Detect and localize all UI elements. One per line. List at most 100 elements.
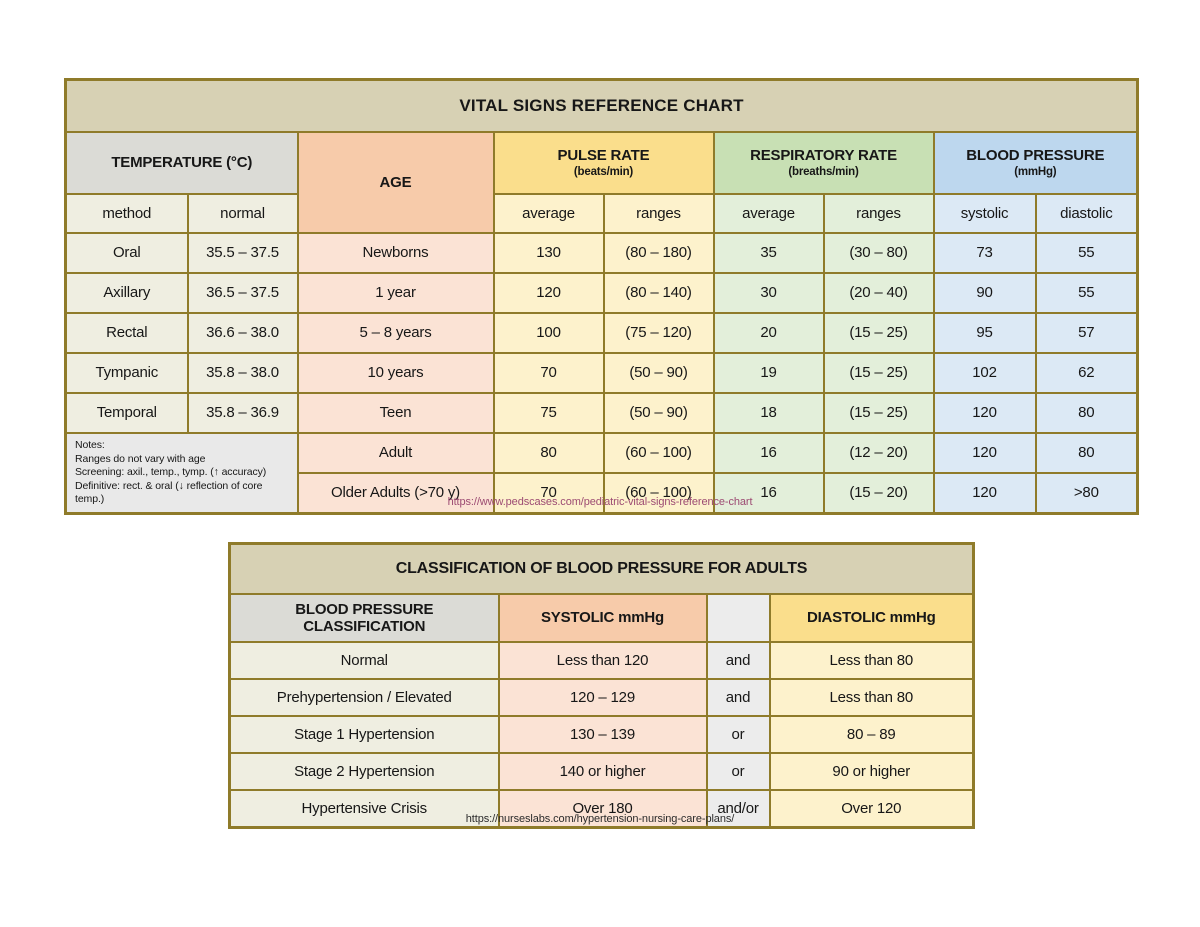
temp-method-cell: Temporal — [64, 392, 189, 434]
pulse-rate-unit: (beats/min) — [573, 165, 634, 178]
diastolic-cell: 57 — [1034, 312, 1139, 354]
pulse-ranges-cell: (50 – 90) — [602, 392, 715, 434]
bp-connector-cell: and — [705, 678, 771, 717]
resp-average-cell: 19 — [712, 352, 825, 394]
notes-line: Screening: axil., temp., tymp. (↑ accura… — [75, 466, 267, 479]
pulse-ranges-cell: (75 – 120) — [602, 312, 715, 354]
temp-normal-cell: 36.6 – 38.0 — [186, 312, 299, 354]
diastolic-cell: 80 — [1034, 392, 1139, 434]
subheader-pulse-ranges: ranges — [602, 193, 715, 234]
bp-classification-cell: Normal — [228, 641, 500, 680]
subheader-normal: normal — [186, 193, 299, 234]
subheader-resp-ranges: ranges — [822, 193, 935, 234]
temp-method-cell: Oral — [64, 232, 189, 274]
pulse-ranges-cell: (80 – 140) — [602, 272, 715, 314]
bp-classification-table: CLASSIFICATION OF BLOOD PRESSURE FOR ADU… — [228, 542, 975, 829]
bp-systolic-cell: Over 180 — [497, 789, 708, 829]
bp-diastolic-cell: Over 120 — [768, 789, 975, 829]
resp-ranges-cell: (15 – 25) — [822, 352, 935, 394]
bp-classification-cell: Hypertensive Crisis — [228, 789, 500, 829]
pulse-average-cell: 70 — [492, 352, 605, 394]
pulse-average-cell: 80 — [492, 432, 605, 474]
bp-diastolic-cell: Less than 80 — [768, 641, 975, 680]
bp-header-diastolic: DIASTOLIC mmHg — [768, 593, 975, 643]
respiratory-rate-unit: (breaths/min) — [788, 165, 859, 178]
bp-diastolic-cell: 80 – 89 — [768, 715, 975, 754]
resp-average-cell: 20 — [712, 312, 825, 354]
age-cell: Teen — [296, 392, 495, 434]
pulse-rate-label: PULSE RATE — [557, 147, 650, 165]
pulse-average-cell: 100 — [492, 312, 605, 354]
temp-normal-cell: 35.5 – 37.5 — [186, 232, 299, 274]
bp-systolic-cell: 140 or higher — [497, 752, 708, 791]
table-row: Older Adults (>70 y) 70 (60 – 100) 16 (1… — [66, 472, 1139, 515]
diastolic-cell: 80 — [1034, 432, 1139, 474]
temp-normal-cell: 36.5 – 37.5 — [186, 272, 299, 314]
diastolic-cell: 55 — [1034, 232, 1139, 274]
pulse-ranges-cell: (60 – 100) — [602, 472, 715, 515]
temperature-group-header: TEMPERATURE (°C) — [64, 131, 299, 195]
table-row: Notes: Ranges do not vary with age Scree… — [64, 432, 1139, 515]
resp-ranges-cell: (20 – 40) — [822, 272, 935, 314]
resp-average-cell: 16 — [712, 432, 825, 474]
table-row: Tympanic 35.8 – 38.0 10 years 70 (50 – 9… — [64, 352, 1139, 394]
age-group-header: AGE — [296, 131, 495, 234]
bp-connector-cell: or — [705, 752, 771, 791]
age-cell: Older Adults (>70 y) — [296, 472, 495, 515]
subheader-method: method — [64, 193, 189, 234]
table-row: Normal Less than 120 and Less than 80 — [228, 641, 975, 680]
bp-diastolic-cell: 90 or higher — [768, 752, 975, 791]
diastolic-cell: 55 — [1034, 272, 1139, 314]
systolic-cell: 120 — [932, 472, 1037, 515]
systolic-cell: 120 — [932, 392, 1037, 434]
table-row: Hypertensive Crisis Over 180 and/or Over… — [228, 789, 975, 829]
respiratory-rate-group-header: RESPIRATORY RATE (breaths/min) — [712, 131, 935, 195]
blood-pressure-unit: (mmHg) — [1014, 165, 1057, 178]
temp-normal-cell: 35.8 – 36.9 — [186, 392, 299, 434]
resp-ranges-cell: (15 – 25) — [822, 312, 935, 354]
notes-line: Definitive: rect. & oral (↓ reflection o… — [75, 479, 263, 506]
table-row: Stage 2 Hypertension 140 or higher or 90… — [228, 752, 975, 791]
vital-signs-table: VITAL SIGNS REFERENCE CHART TEMPERATURE … — [64, 78, 1140, 515]
age-cell: Adult — [296, 432, 495, 474]
table-row: Prehypertension / Elevated 120 – 129 and… — [228, 678, 975, 717]
bp-header-systolic: SYSTOLIC mmHg — [497, 593, 708, 643]
age-cell: 5 – 8 years — [296, 312, 495, 354]
table-row: Axillary 36.5 – 37.5 1 year 120 (80 – 14… — [64, 272, 1139, 314]
bp-connector-cell: and — [705, 641, 771, 680]
resp-average-cell: 30 — [712, 272, 825, 314]
pulse-average-cell: 130 — [492, 232, 605, 274]
bp-systolic-cell: 130 – 139 — [497, 715, 708, 754]
bp-connector-cell: and/or — [705, 789, 771, 829]
pulse-average-cell: 75 — [492, 392, 605, 434]
systolic-cell: 102 — [932, 352, 1037, 394]
resp-average-cell: 18 — [712, 392, 825, 434]
vital-table-title: VITAL SIGNS REFERENCE CHART — [64, 78, 1139, 133]
subheader-resp-average: average — [712, 193, 825, 234]
diastolic-cell: >80 — [1034, 472, 1139, 515]
subheader-diastolic: diastolic — [1034, 193, 1139, 234]
pulse-ranges-cell: (80 – 180) — [602, 232, 715, 274]
bp-classification-cell: Stage 2 Hypertension — [228, 752, 500, 791]
bp-systolic-cell: 120 – 129 — [497, 678, 708, 717]
bp-table-source-url: https://nurseslabs.com/hypertension-nurs… — [465, 813, 735, 825]
resp-ranges-cell: (15 – 25) — [822, 392, 935, 434]
systolic-cell: 95 — [932, 312, 1037, 354]
resp-average-cell: 35 — [712, 232, 825, 274]
systolic-cell: 120 — [932, 432, 1037, 474]
systolic-cell: 73 — [932, 232, 1037, 274]
temp-method-cell: Tympanic — [64, 352, 189, 394]
notes-cell: Notes: Ranges do not vary with age Scree… — [64, 432, 299, 515]
respiratory-rate-label: RESPIRATORY RATE — [750, 147, 897, 165]
table-row: Oral 35.5 – 37.5 Newborns 130 (80 – 180)… — [64, 232, 1139, 274]
temp-method-cell: Rectal — [64, 312, 189, 354]
bp-diastolic-cell: Less than 80 — [768, 678, 975, 717]
age-cell: 1 year — [296, 272, 495, 314]
temp-method-cell: Axillary — [64, 272, 189, 314]
age-cell: Newborns — [296, 232, 495, 274]
bp-header-connector — [705, 593, 771, 643]
resp-ranges-cell: (30 – 80) — [822, 232, 935, 274]
subheader-pulse-average: average — [492, 193, 605, 234]
age-cell: 10 years — [296, 352, 495, 394]
